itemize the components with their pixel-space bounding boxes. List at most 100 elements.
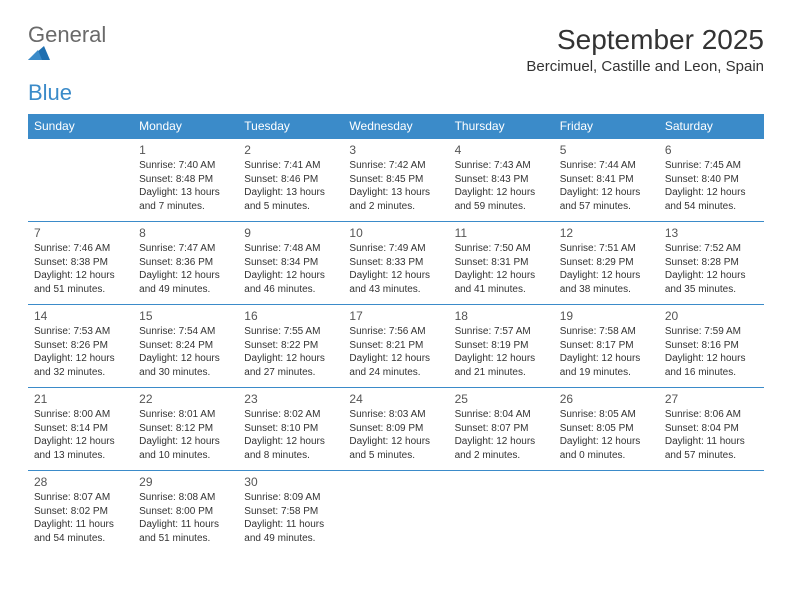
daylight-line: Daylight: 13 hours and 7 minutes.: [139, 186, 232, 213]
calendar-cell: 25Sunrise: 8:04 AMSunset: 8:07 PMDayligh…: [449, 388, 554, 471]
day-number: 9: [244, 226, 337, 240]
sunrise-line: Sunrise: 8:01 AM: [139, 408, 232, 422]
daylight-line: Daylight: 12 hours and 54 minutes.: [665, 186, 758, 213]
day-info: Sunrise: 7:53 AMSunset: 8:26 PMDaylight:…: [34, 325, 127, 379]
calendar-cell: 12 Sunrise: 7:51 AMSunset: 8:29 PMDayligh…: [554, 222, 659, 305]
sunset-line: Sunset: 8:45 PM: [349, 173, 442, 187]
calendar-cell: 20Sunrise: 7:59 AMSunset: 8:16 PMDayligh…: [659, 305, 764, 388]
calendar-cell: [28, 139, 133, 222]
sunrise-line: Sunrise: 7:54 AM: [139, 325, 232, 339]
sunset-line: Sunset: 8:43 PM: [455, 173, 548, 187]
calendar-cell: 30Sunrise: 8:09 AMSunset: 7:58 PMDayligh…: [238, 471, 343, 554]
daylight-line: Daylight: 11 hours and 57 minutes.: [665, 435, 758, 462]
location: Bercimuel, Castille and Leon, Spain: [526, 58, 764, 75]
sunset-line: Sunset: 8:40 PM: [665, 173, 758, 187]
sunset-line: Sunset: 8:07 PM: [455, 422, 548, 436]
weekday-header: Friday: [554, 114, 659, 139]
calendar-week-row: 14Sunrise: 7:53 AMSunset: 8:26 PMDayligh…: [28, 305, 764, 388]
sunrise-line: Sunrise: 8:00 AM: [34, 408, 127, 422]
calendar-cell: 22Sunrise: 8:01 AMSunset: 8:12 PMDayligh…: [133, 388, 238, 471]
sunrise-line: Sunrise: 8:03 AM: [349, 408, 442, 422]
calendar-cell: 29Sunrise: 8:08 AMSunset: 8:00 PMDayligh…: [133, 471, 238, 554]
daylight-line: Daylight: 12 hours and 46 minutes.: [244, 269, 337, 296]
sunrise-line: Sunrise: 7:42 AM: [349, 159, 442, 173]
calendar-cell: 26 Sunrise: 8:05 AMSunset: 8:05 PMDayligh…: [554, 388, 659, 471]
sunset-line: Sunset: 8:09 PM: [349, 422, 442, 436]
daylight-line: Daylight: 12 hours and 24 minutes.: [349, 352, 442, 379]
day-number: 8: [139, 226, 232, 240]
sunrise-line: Sunrise: 7:45 AM: [665, 159, 758, 173]
day-number: 16: [244, 309, 337, 323]
day-number: 15: [139, 309, 232, 323]
calendar-week-row: 7Sunrise: 7:46 AMSunset: 8:38 PMDaylight…: [28, 222, 764, 305]
day-info: Sunrise: 7:43 AMSunset: 8:43 PMDaylight:…: [455, 159, 548, 213]
day-number: 5: [560, 143, 653, 157]
day-info: Sunrise: 8:05 AMSunset: 8:05 PMDaylight:…: [560, 408, 653, 462]
day-number: 1: [139, 143, 232, 157]
sunrise-line: Sunrise: 7:43 AM: [455, 159, 548, 173]
sunrise-line: Sunrise: 7:59 AM: [665, 325, 758, 339]
sunset-line: Sunset: 8:41 PM: [560, 173, 653, 187]
day-number: 4: [455, 143, 548, 157]
sunrise-line: Sunrise: 7:57 AM: [455, 325, 548, 339]
day-number: 28: [34, 475, 127, 489]
day-number: 11: [455, 226, 548, 240]
sunrise-line: Sunrise: 7:44 AM: [560, 159, 653, 173]
header: General Blue September 2025 Bercimuel, C…: [28, 24, 764, 104]
calendar-cell: 8Sunrise: 7:47 AMSunset: 8:36 PMDaylight…: [133, 222, 238, 305]
daylight-line: Daylight: 12 hours and 32 minutes.: [34, 352, 127, 379]
calendar-cell: [449, 471, 554, 554]
day-number: 17: [349, 309, 442, 323]
calendar-cell: 3Sunrise: 7:42 AMSunset: 8:45 PMDaylight…: [343, 139, 448, 222]
calendar-cell: 5 Sunrise: 7:44 AMSunset: 8:41 PMDaylight…: [554, 139, 659, 222]
day-info: Sunrise: 7:51 AMSunset: 8:29 PMDaylight:…: [560, 242, 653, 296]
day-number: 6: [665, 143, 758, 157]
logo-triangle-icon: [28, 46, 106, 60]
sunrise-line: Sunrise: 7:53 AM: [34, 325, 127, 339]
sunrise-line: Sunrise: 7:56 AM: [349, 325, 442, 339]
weekday-header: Wednesday: [343, 114, 448, 139]
day-number: 7: [34, 226, 127, 240]
calendar-cell: 13Sunrise: 7:52 AMSunset: 8:28 PMDayligh…: [659, 222, 764, 305]
sunset-line: Sunset: 8:02 PM: [34, 505, 127, 519]
day-number: 24: [349, 392, 442, 406]
sunrise-line: Sunrise: 8:04 AM: [455, 408, 548, 422]
daylight-line: Daylight: 12 hours and 51 minutes.: [34, 269, 127, 296]
daylight-line: Daylight: 12 hours and 57 minutes.: [560, 186, 653, 213]
calendar-cell: 2Sunrise: 7:41 AMSunset: 8:46 PMDaylight…: [238, 139, 343, 222]
logo-part2: Blue: [28, 80, 72, 105]
daylight-line: Daylight: 12 hours and 10 minutes.: [139, 435, 232, 462]
sunset-line: Sunset: 8:26 PM: [34, 339, 127, 353]
day-number: 21: [34, 392, 127, 406]
sunset-line: Sunset: 8:12 PM: [139, 422, 232, 436]
sunrise-line: Sunrise: 7:46 AM: [34, 242, 127, 256]
calendar-cell: 17Sunrise: 7:56 AMSunset: 8:21 PMDayligh…: [343, 305, 448, 388]
day-info: Sunrise: 7:41 AMSunset: 8:46 PMDaylight:…: [244, 159, 337, 213]
month-title: September 2025: [526, 24, 764, 56]
calendar-cell: 16Sunrise: 7:55 AMSunset: 8:22 PMDayligh…: [238, 305, 343, 388]
sunset-line: Sunset: 8:38 PM: [34, 256, 127, 270]
day-info: Sunrise: 7:42 AMSunset: 8:45 PMDaylight:…: [349, 159, 442, 213]
weekday-header: Monday: [133, 114, 238, 139]
calendar-table: Sunday Monday Tuesday Wednesday Thursday…: [28, 114, 764, 553]
day-number: 20: [665, 309, 758, 323]
day-info: Sunrise: 7:54 AMSunset: 8:24 PMDaylight:…: [139, 325, 232, 379]
sunrise-line: Sunrise: 7:52 AM: [665, 242, 758, 256]
daylight-line: Daylight: 12 hours and 21 minutes.: [455, 352, 548, 379]
sunset-line: Sunset: 8:48 PM: [139, 173, 232, 187]
daylight-line: Daylight: 12 hours and 19 minutes.: [560, 352, 653, 379]
daylight-line: Daylight: 13 hours and 2 minutes.: [349, 186, 442, 213]
day-number: 12: [560, 226, 653, 240]
day-number: 26: [560, 392, 653, 406]
sunrise-line: Sunrise: 8:06 AM: [665, 408, 758, 422]
day-info: Sunrise: 7:50 AMSunset: 8:31 PMDaylight:…: [455, 242, 548, 296]
daylight-line: Daylight: 12 hours and 59 minutes.: [455, 186, 548, 213]
sunset-line: Sunset: 8:17 PM: [560, 339, 653, 353]
weekday-header: Saturday: [659, 114, 764, 139]
day-info: Sunrise: 7:44 AMSunset: 8:41 PMDaylight:…: [560, 159, 653, 213]
sunrise-line: Sunrise: 7:49 AM: [349, 242, 442, 256]
sunset-line: Sunset: 8:10 PM: [244, 422, 337, 436]
day-info: Sunrise: 7:40 AMSunset: 8:48 PMDaylight:…: [139, 159, 232, 213]
day-number: 13: [665, 226, 758, 240]
logo-text: General Blue: [28, 24, 106, 104]
